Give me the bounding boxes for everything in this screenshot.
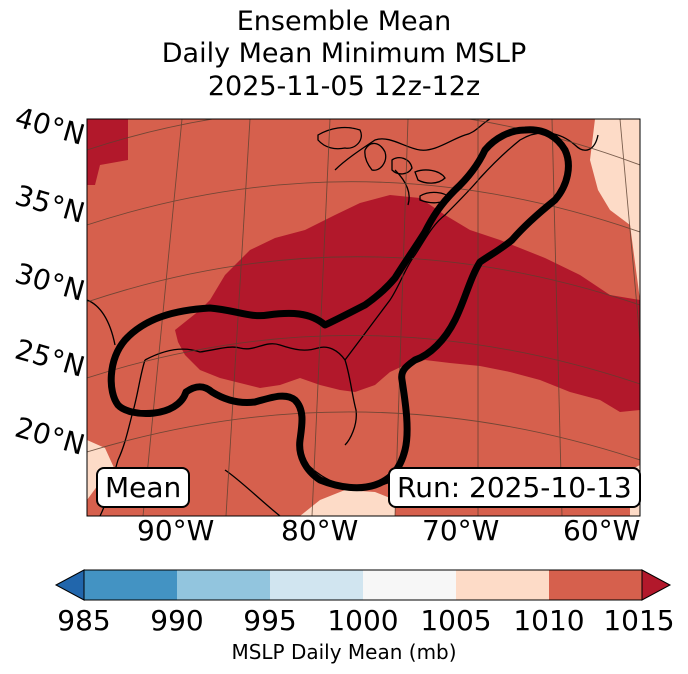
coastlines: [87, 119, 599, 516]
colorbar-extend-high: [641, 569, 672, 601]
colorbar-label: MSLP Daily Mean (mb): [231, 640, 457, 664]
colorbar-segment-1010-1015: [549, 570, 642, 600]
colorbar-extend-low: [54, 569, 85, 601]
map-frame: [86, 118, 641, 517]
lon-label-80w: 80°W: [281, 514, 359, 547]
colorbar-tick: 985: [57, 604, 111, 637]
colorbar-tick: 990: [150, 604, 204, 637]
pressure-field-low-ne: [590, 119, 640, 300]
colorbar-tick: 1010: [513, 604, 585, 637]
colorbar: [54, 569, 672, 601]
pressure-field-low-s: [300, 490, 395, 516]
map-panel: [87, 119, 640, 516]
colorbar-segment-1005-1010: [456, 570, 549, 600]
title-line-1: Ensemble Mean: [236, 6, 452, 37]
pressure-field-high-nw: [87, 119, 128, 185]
colorbar-tick: 1000: [327, 604, 399, 637]
lon-label-70w: 70°W: [422, 514, 500, 547]
graticule: [87, 119, 640, 516]
colorbar-segment-1000-1005: [363, 570, 456, 600]
colorbar-tick: 1005: [420, 604, 492, 637]
pressure-field-high-band: [175, 195, 640, 412]
title-line-2: Daily Mean Minimum MSLP: [161, 38, 527, 69]
colorbar-tick: 995: [243, 604, 297, 637]
title-line-3: 2025-11-05 12z-12z: [207, 71, 481, 102]
mean-box: Mean: [96, 467, 191, 508]
threshold-contour: [107, 126, 572, 492]
colorbar-segment-985-990: [84, 570, 177, 600]
colorbar-tick: 1015: [603, 604, 675, 637]
colorbar-segment-995-1000: [270, 570, 363, 600]
colorbar-segment-990-995: [177, 570, 270, 600]
colorbar-frame: [83, 569, 643, 601]
run-box: Run: 2025-10-13: [388, 467, 641, 508]
lon-label-90w: 90°W: [137, 514, 215, 547]
lon-label-60w: 60°W: [563, 514, 641, 547]
